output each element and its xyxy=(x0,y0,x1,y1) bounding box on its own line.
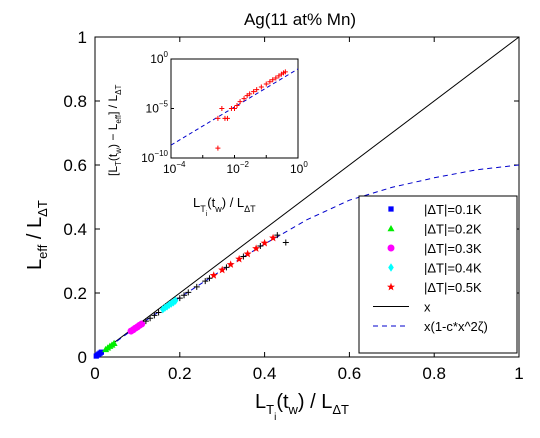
x-axis-label: LTi(tw) / LΔT xyxy=(255,391,349,423)
data-point-plus xyxy=(181,292,188,299)
data-point-plus xyxy=(202,278,209,285)
x-tick-label: 1 xyxy=(514,364,523,383)
inset-y-ticks: 10−10 10−5 100 xyxy=(141,50,174,165)
inset-data-point xyxy=(251,89,257,95)
legend-label: |ΔT|=0.2K xyxy=(424,222,482,237)
main-data-markers xyxy=(93,232,289,359)
data-point-star xyxy=(218,265,227,274)
inset-lines xyxy=(170,68,299,146)
main-lines xyxy=(94,36,520,358)
data-point-plus xyxy=(176,295,183,302)
inset-data-point xyxy=(273,75,279,81)
legend-marker-diamond xyxy=(388,263,394,272)
inset-data-point xyxy=(282,69,288,75)
legend-label: |ΔT|=0.4K xyxy=(424,261,482,276)
data-point-plus xyxy=(223,264,230,271)
inset-data-point xyxy=(224,115,230,121)
inset-x-axis-label: LTi(tw) / LΔT xyxy=(193,195,256,218)
y-tick-label: 1 xyxy=(78,28,87,47)
data-point-plus xyxy=(274,232,281,239)
legend-marker-triangle xyxy=(387,225,395,232)
y-tick-label: 0 xyxy=(78,348,87,367)
data-point-plus xyxy=(193,283,200,290)
legend-box xyxy=(358,195,518,354)
data-point-star xyxy=(226,260,235,268)
y-tick-label: 0.2 xyxy=(63,284,87,303)
data-point-star xyxy=(269,233,278,242)
inset-data-markers xyxy=(215,69,288,151)
inset-x-tick-label: 100 xyxy=(290,160,308,176)
y-tick-label: 0.4 xyxy=(63,220,87,239)
inset-data-point xyxy=(219,106,225,111)
inset-data-point xyxy=(258,84,264,90)
data-point-plus xyxy=(282,239,289,246)
inset-data-point xyxy=(267,79,273,85)
data-point-diamond xyxy=(164,302,170,311)
inset-x-tick-label: 10−2 xyxy=(227,160,250,176)
x-tick-label: 0.8 xyxy=(422,364,446,383)
data-point-star xyxy=(252,244,261,252)
legend-label: |ΔT|=0.1K xyxy=(424,202,482,217)
data-point-star xyxy=(243,249,252,258)
data-point-plus xyxy=(206,275,213,282)
inset-data-point xyxy=(215,145,221,151)
inset-y-tick-label: 100 xyxy=(150,50,168,66)
inset-data-point xyxy=(234,103,240,109)
data-point-plus xyxy=(155,309,162,316)
data-point-star xyxy=(235,254,244,263)
inset-y-tick-label: 10−10 xyxy=(141,149,168,165)
inset-data-point xyxy=(237,99,243,105)
legend-label: x xyxy=(424,300,431,315)
legend-label: x(1-c*x^2ζ) xyxy=(424,319,488,334)
inset-y-axis-label: [LT(tw) − Leff] / LΔT xyxy=(106,85,123,177)
inset-fit-line xyxy=(170,68,299,146)
main-y-ticks: 0 0.2 0.4 0.6 0.8 1 xyxy=(63,28,519,367)
x-tick-label: 0.6 xyxy=(338,364,362,383)
inset-y-tick-label: 10−5 xyxy=(146,100,169,116)
inset-data-point xyxy=(254,87,260,93)
legend-marker-star xyxy=(387,282,395,291)
fit-curve-line xyxy=(94,164,520,358)
data-point-plus xyxy=(147,315,154,322)
data-point-square xyxy=(98,349,104,355)
legend-label: |ΔT|=0.3K xyxy=(424,241,482,256)
chart-title: Ag(11 at% Mn) xyxy=(244,10,356,29)
legend: |ΔT|=0.1K |ΔT|=0.2K |ΔT|=0.3K |ΔT|=0.4K |ΔT|… xyxy=(358,195,518,354)
inset-data-point xyxy=(270,77,276,83)
main-x-ticks: 0 0.2 0.4 0.6 0.8 1 xyxy=(90,37,524,383)
data-point-plus xyxy=(257,242,264,249)
legend-entries: |ΔT|=0.1K |ΔT|=0.2K |ΔT|=0.3K |ΔT|=0.4K |ΔT|… xyxy=(373,202,488,334)
data-point-plus xyxy=(151,312,158,319)
inset-data-point xyxy=(232,106,237,111)
inset-data-point xyxy=(263,81,269,87)
x-tick-label: 0 xyxy=(90,364,99,383)
legend-marker-circle xyxy=(387,244,395,252)
inset-x-ticks: 10−4 10−2 100 xyxy=(163,155,308,176)
inset-data-point xyxy=(244,93,250,99)
identity-line xyxy=(94,36,520,358)
data-point-star xyxy=(209,271,218,279)
data-point-triangle xyxy=(110,339,118,347)
legend-label: |ΔT|=0.5K xyxy=(424,280,482,295)
y-tick-label: 0.8 xyxy=(63,92,87,111)
inset-chart: 10−4 10−2 100 10−10 10−5 100 LTi(tw) / LΔT [… xyxy=(106,50,308,218)
y-axis-label: Leff / LΔT xyxy=(24,200,50,270)
y-tick-label: 0.6 xyxy=(63,156,87,175)
inset-x-tick-label: 10−4 xyxy=(163,160,186,176)
legend-marker-square xyxy=(388,206,394,212)
data-point-plus xyxy=(185,289,192,296)
inset-data-point xyxy=(215,115,221,121)
data-point-plus xyxy=(240,253,247,260)
x-tick-label: 0.2 xyxy=(168,364,192,383)
inset-data-point xyxy=(247,91,253,97)
inset-data-point xyxy=(276,73,282,79)
data-point-circle xyxy=(138,320,146,328)
x-tick-label: 0.4 xyxy=(253,364,277,383)
data-point-plus xyxy=(142,318,149,325)
inset-data-point xyxy=(241,96,247,102)
data-point-star xyxy=(260,238,269,247)
